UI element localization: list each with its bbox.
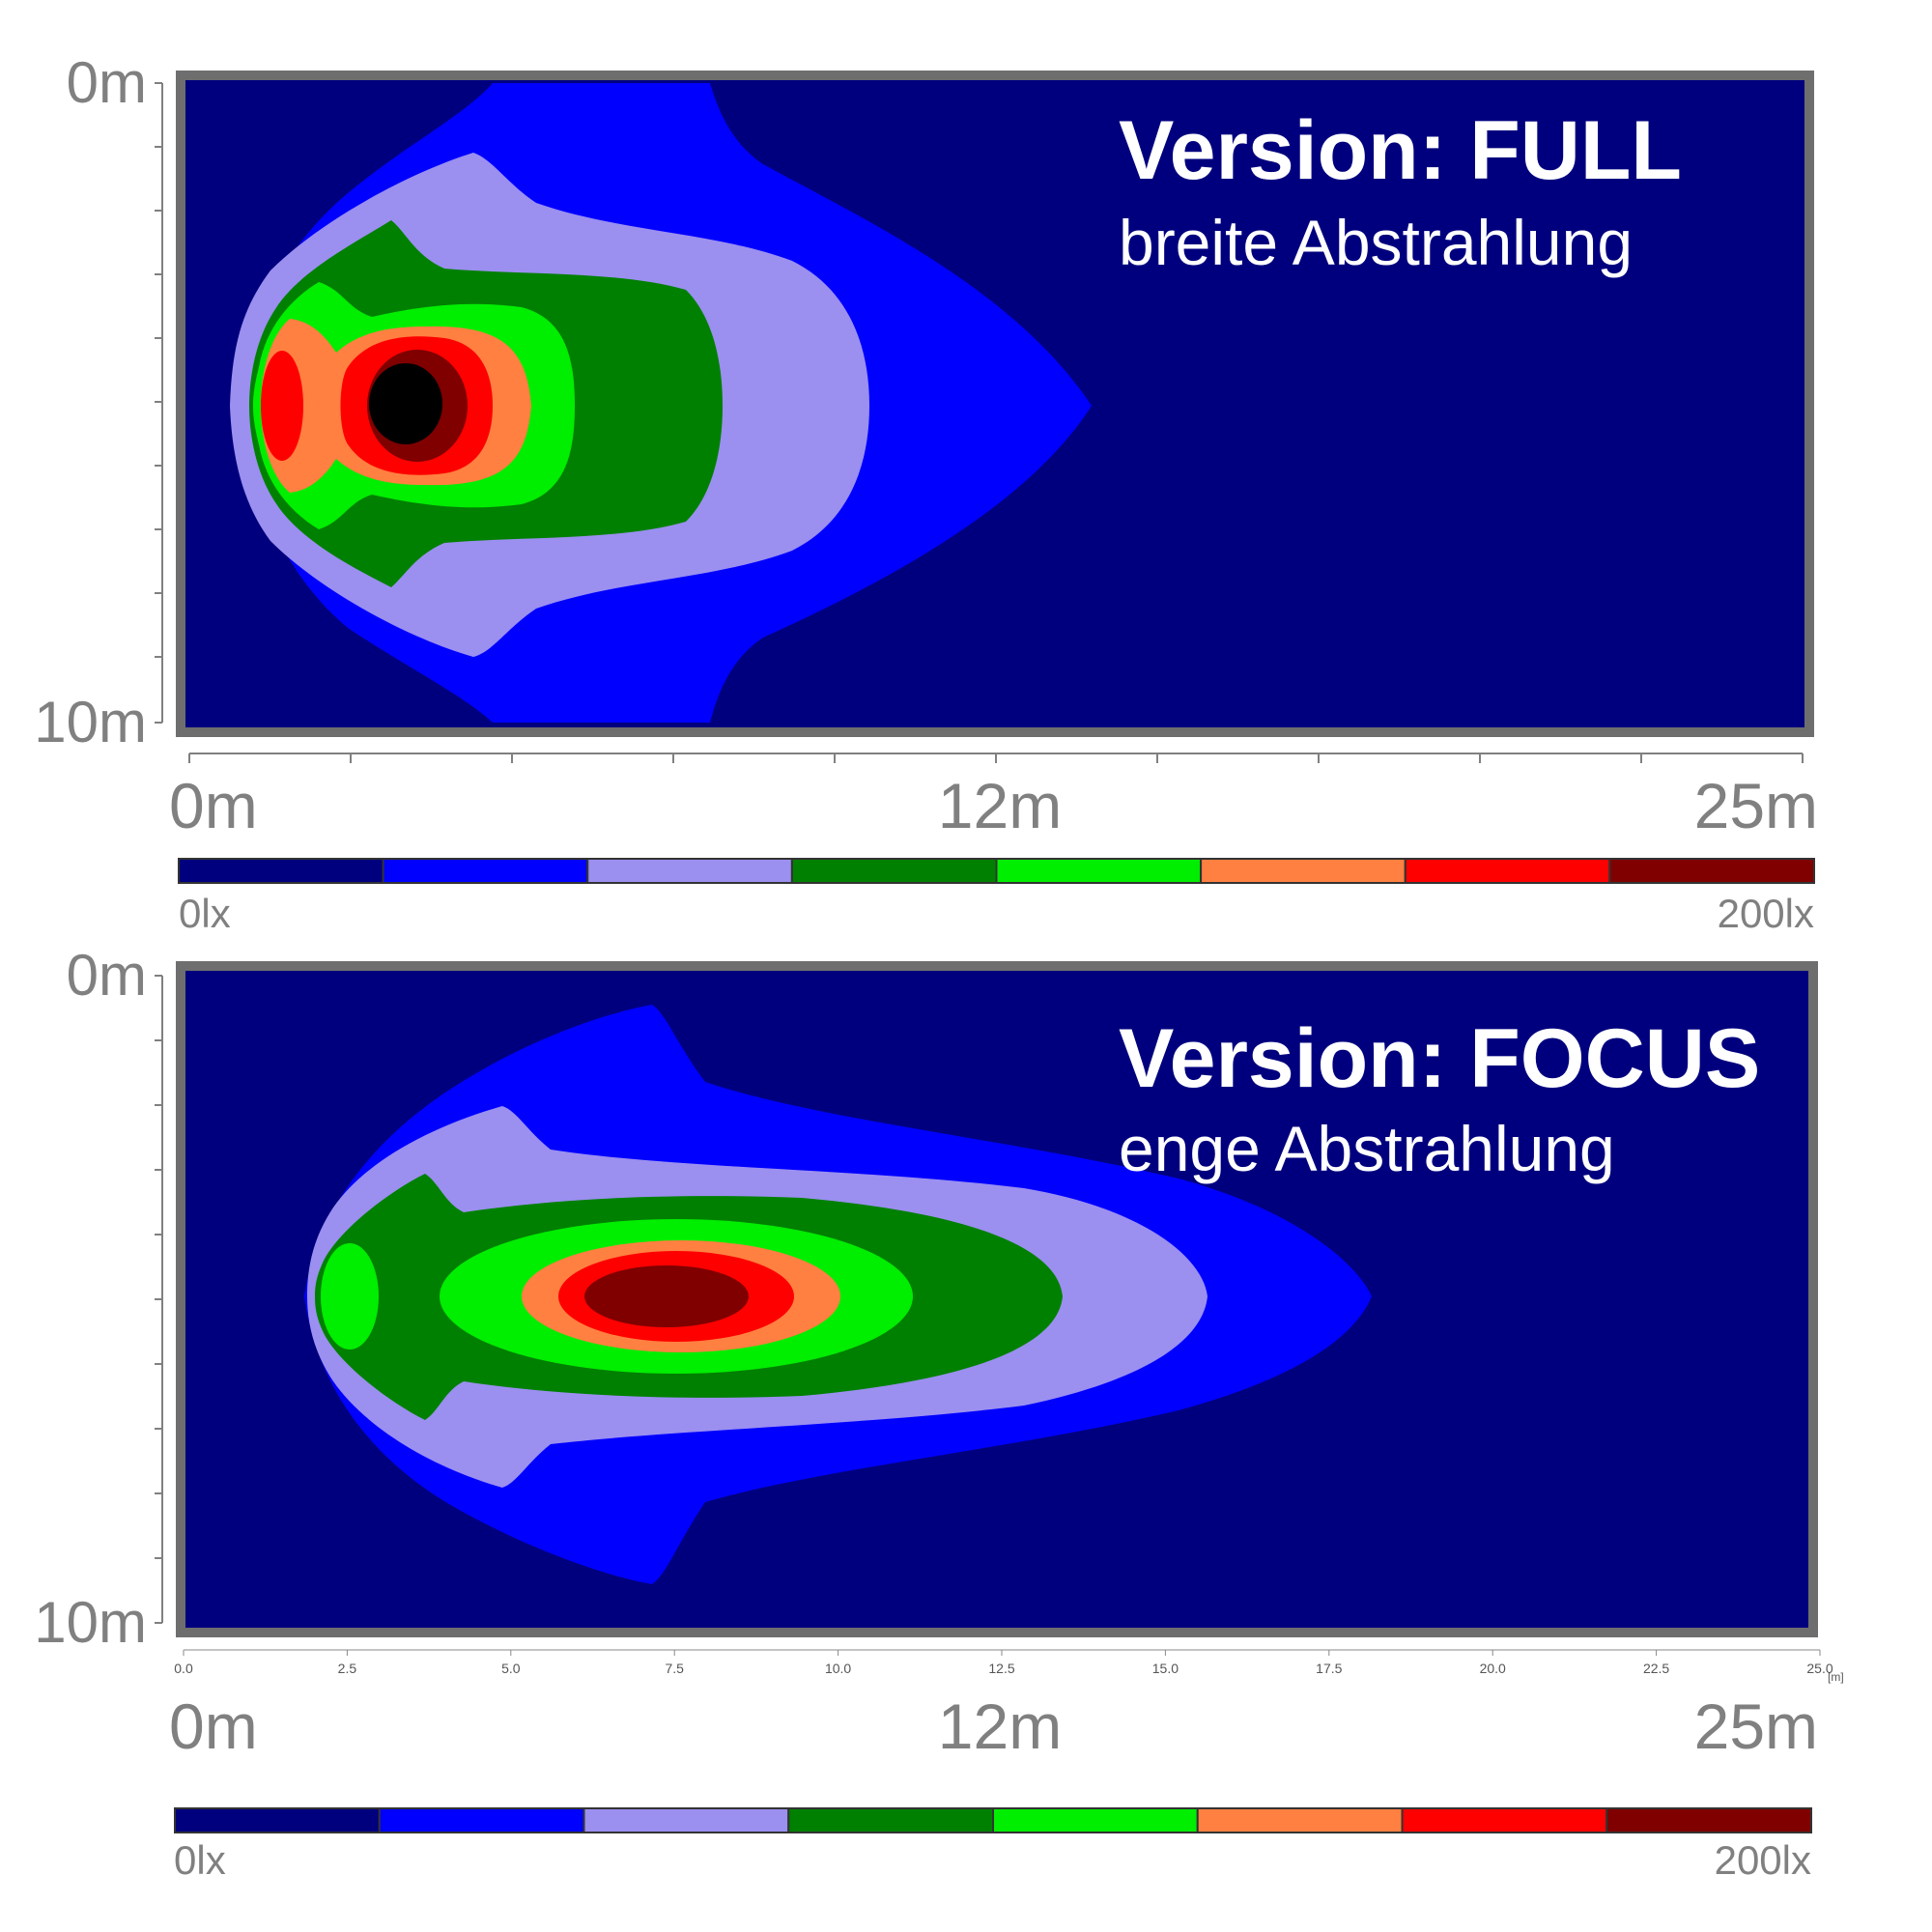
- colorbar-swatch: [1196, 1807, 1404, 1833]
- y-axis: [155, 975, 163, 1624]
- chart-subtitle: breite Abstrahlung: [1119, 207, 1633, 278]
- panel-full: 0m 10m 0m 12m 25m Version: FULL breite A…: [34, 50, 1818, 936]
- x-label-end: 25m: [1694, 1690, 1818, 1762]
- colorbar-swatch: [586, 858, 793, 884]
- colorbar-swatch: [995, 858, 1203, 884]
- colorbar-swatch: [1608, 858, 1815, 884]
- y-label-top: 0m: [67, 943, 147, 1008]
- colorbar-swatch: [787, 1807, 994, 1833]
- colorbar-swatch: [582, 1807, 790, 1833]
- x-tick-label: 10.0: [825, 1661, 851, 1676]
- y-label-top: 0m: [67, 50, 147, 115]
- x-tick-label: 5.0: [501, 1661, 521, 1676]
- colorbar-min-label: 0lx: [179, 891, 231, 936]
- x-tick-label: 0.0: [174, 1661, 193, 1676]
- x-label-mid: 12m: [938, 1690, 1062, 1762]
- colorbar-swatch: [1404, 858, 1611, 884]
- chart-subtitle: enge Abstrahlung: [1119, 1113, 1615, 1184]
- contour-level-8: [369, 363, 442, 444]
- x-label-end: 25m: [1694, 770, 1818, 841]
- x-axis: [188, 753, 1804, 763]
- x-tick-label: 25.0: [1806, 1661, 1833, 1676]
- y-label-bottom: 10m: [34, 1590, 147, 1655]
- x-tick-label: 15.0: [1152, 1661, 1179, 1676]
- x-tick-label: 7.5: [665, 1661, 684, 1676]
- colorbar-max-label: 200lx: [1718, 891, 1814, 936]
- colorbar-min-label: 0lx: [174, 1837, 226, 1883]
- colorbar-swatch: [790, 858, 998, 884]
- x-unit-label: [m]: [1828, 1670, 1844, 1684]
- x-label-start: 0m: [169, 1690, 258, 1762]
- panel-focus: 0m 10m 0.0 2.5 5.0 7.5 10.0 12.5 15.0 17.5 20.0 2…: [34, 943, 1843, 1883]
- colorbar-swatch: [992, 1807, 1199, 1833]
- colorbar-swatch: [1401, 1807, 1608, 1833]
- contour-regions: [230, 83, 1092, 723]
- y-label-bottom: 10m: [34, 690, 147, 754]
- x-tick-label: 22.5: [1643, 1661, 1669, 1676]
- contour-level-4-lobe: [321, 1243, 379, 1350]
- x-tick-label: 20.0: [1480, 1661, 1506, 1676]
- colorbar-swatch: [174, 1807, 381, 1833]
- chart-title: Version: FULL: [1119, 104, 1682, 197]
- contour-level-6-lobe: [261, 351, 303, 461]
- colorbar: [178, 858, 1815, 884]
- colorbar-swatch: [378, 1807, 585, 1833]
- colorbar-swatch: [382, 858, 589, 884]
- y-axis: [155, 82, 163, 724]
- x-tick-label: 12.5: [988, 1661, 1014, 1676]
- colorbar: [174, 1807, 1812, 1833]
- chart-title: Version: FOCUS: [1119, 1012, 1760, 1105]
- x-tick-label: 2.5: [338, 1661, 357, 1676]
- colorbar-swatch: [1605, 1807, 1812, 1833]
- x-tick-label: 17.5: [1316, 1661, 1342, 1676]
- x-axis: 0.0 2.5 5.0 7.5 10.0 12.5 15.0 17.5 20.0 22.5 25.0: [174, 1649, 1833, 1676]
- colorbar-swatch: [1200, 858, 1406, 884]
- contour-level-7: [584, 1265, 749, 1327]
- x-label-start: 0m: [169, 770, 258, 841]
- contour-regions: [304, 1005, 1372, 1584]
- colorbar-swatch: [178, 858, 384, 884]
- x-label-mid: 12m: [938, 770, 1062, 841]
- colorbar-max-label: 200lx: [1715, 1837, 1811, 1883]
